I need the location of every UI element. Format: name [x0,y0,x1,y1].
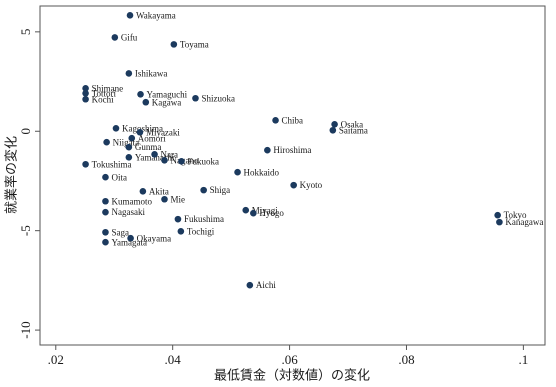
point [125,143,133,151]
x-tick-label: .1 [518,352,528,367]
point [234,168,241,176]
point [290,181,297,189]
point-label: Tokushima [92,159,132,169]
point-label: Akita [149,186,169,196]
point [177,227,185,235]
point-label: Nara [161,149,179,159]
point [161,195,168,203]
point-label: Wakayama [136,10,176,20]
point [82,89,89,97]
point [82,85,89,92]
point-label: Hyogo [259,208,284,218]
point-label: Aichi [256,280,276,290]
point-label: Shizuoka [201,93,235,103]
y-axis-title: 就業率の変化 [4,136,20,214]
point-label: Yamaguchi [147,89,188,99]
point [272,117,279,124]
point-label: Aomori [138,133,166,143]
point-label: Tochigi [187,226,215,236]
x-tick-label: .02 [48,352,64,367]
point [82,95,89,103]
point-label: Chiba [282,115,304,125]
point-label: Kanagawa [505,217,543,227]
y-tick-label: -5 [18,225,33,236]
point [494,211,501,219]
point-label: Gifu [121,32,138,42]
point [139,188,147,195]
x-tick-label: .04 [165,352,182,367]
point [102,238,109,246]
point [82,160,89,168]
point [161,156,168,164]
point-label: Hokkaido [244,167,280,177]
point [170,41,178,48]
point [102,197,109,205]
point [264,146,271,154]
point [126,12,134,19]
point-label: Saitama [339,125,368,135]
point-label: Kyoto [300,180,323,190]
point-label: Nagasaki [111,207,145,217]
point [250,209,257,217]
point-label: Kagawa [152,97,181,107]
point [102,228,109,236]
y-tick-label: 5 [18,29,33,36]
point-label: Kagoshima [122,123,163,133]
x-tick-label: .06 [281,352,298,367]
y-tick-label: 0 [18,128,33,135]
point [200,186,207,194]
point [102,173,109,181]
point [496,218,503,226]
y-tick-label: -10 [18,321,33,338]
point [137,90,144,98]
point [125,154,133,161]
point-label: Okayama [137,233,171,243]
point [112,124,120,132]
point-label: Oita [111,172,127,182]
x-tick-label: .08 [398,352,414,367]
point-label: Yamagata [111,237,147,247]
point-label: Ishikawa [135,68,168,78]
point-label: Nagano [170,155,198,165]
plot-frame [39,5,546,346]
point [103,138,110,146]
point [128,134,136,142]
point [151,151,158,158]
point [142,98,150,106]
point [102,208,109,216]
point-label: Fukushima [184,214,224,224]
point [111,34,119,41]
point [331,121,338,128]
point [246,281,254,289]
point-label: Miyazaki [146,127,180,137]
point [125,70,133,77]
x-axis-title: 最低賃金（対数値）の変化 [214,368,370,384]
point [192,94,199,102]
point-label: Kochi [92,94,114,104]
point-label: Mie [170,194,185,204]
point-label: Shimane [92,83,124,93]
point [178,157,185,165]
point-label: Tottori [92,88,117,98]
point-label: Miyagi [252,205,278,215]
point-label: Osaka [341,119,364,129]
point-label: Tokyo [504,210,527,220]
point-label: Saga [111,227,128,237]
point-label: Hiroshima [273,145,311,155]
point-label: Niigata [113,137,140,147]
point-label: Gunma [135,142,162,152]
point-label: Fukuoka [187,156,219,166]
point [329,126,337,134]
point-label: Shiga [210,185,231,195]
point [136,128,144,136]
point-label: Kumamoto [111,196,152,206]
point [127,234,134,242]
point [174,215,182,223]
point [242,206,250,214]
point-label: Toyama [180,39,209,49]
